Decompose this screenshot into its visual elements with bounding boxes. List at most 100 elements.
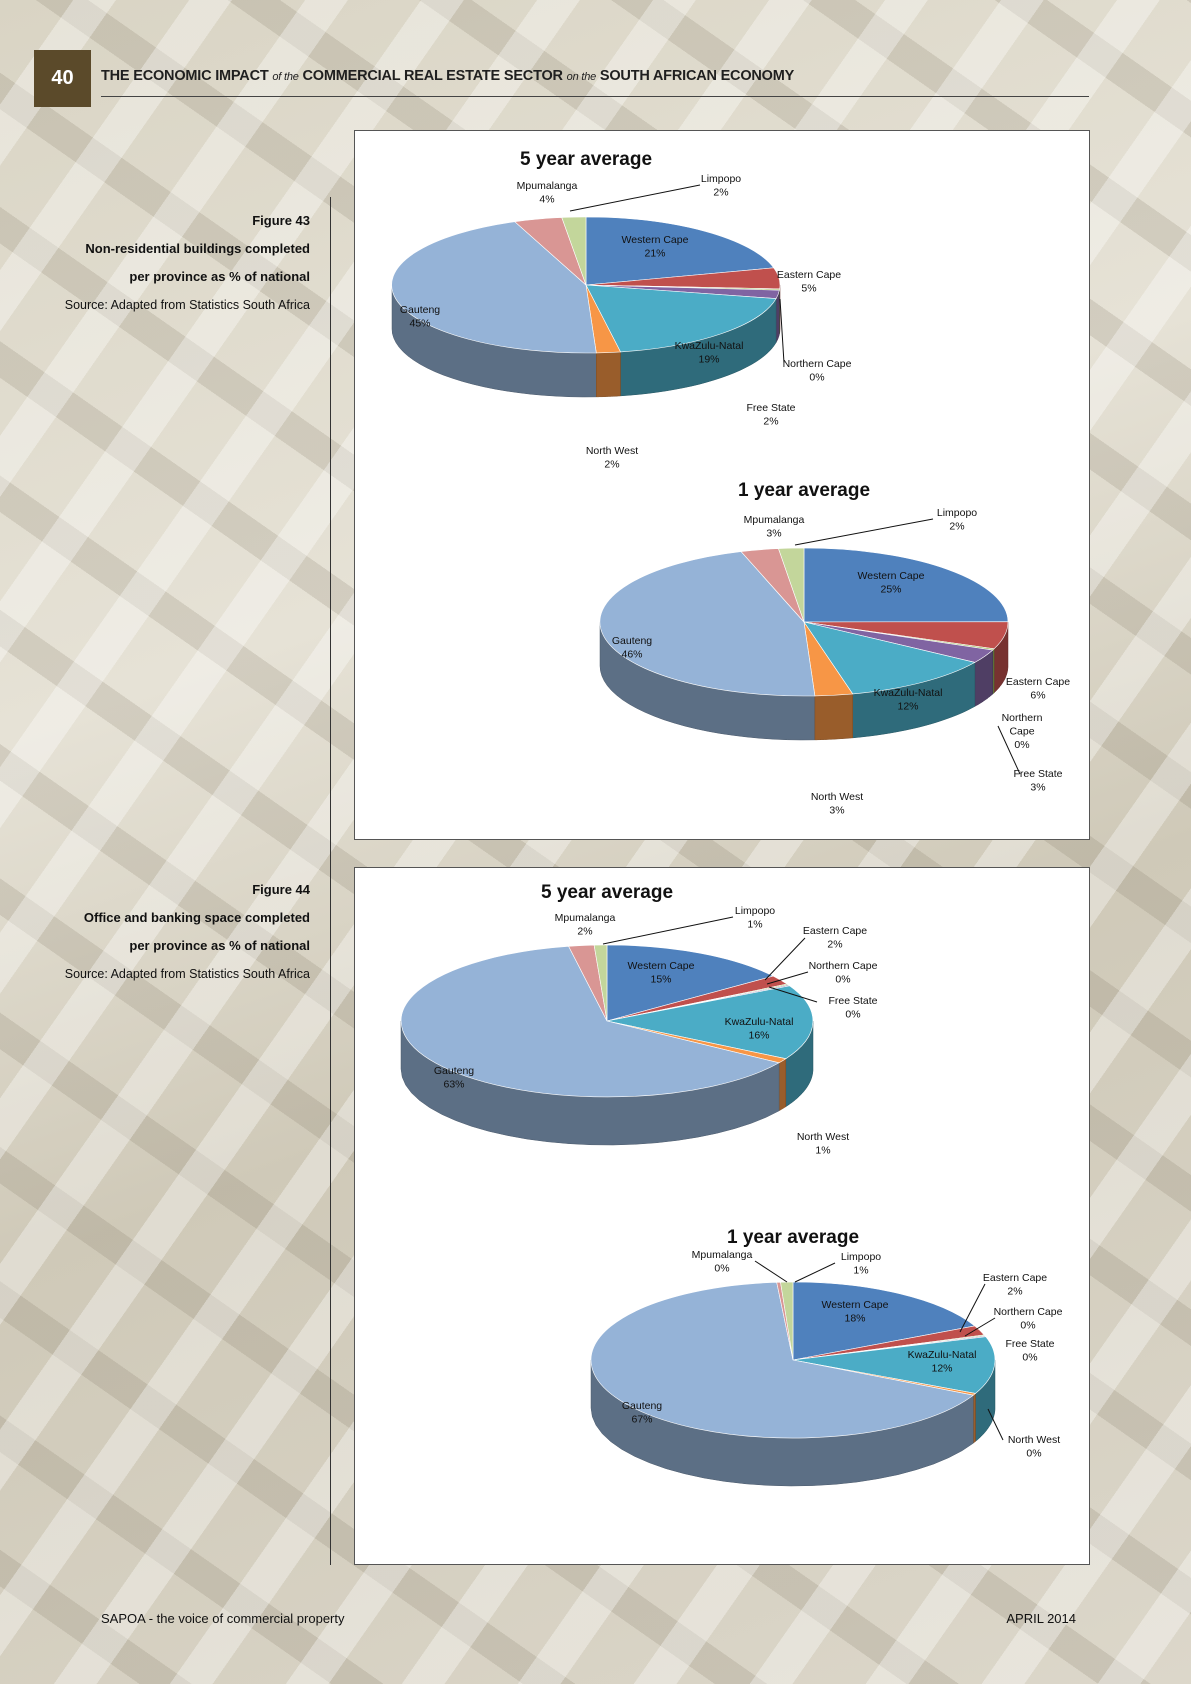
pie-slice-limpopo (561, 216, 587, 286)
pie-slice-gauteng (391, 221, 597, 354)
pie-side-north-west (778, 1058, 787, 1112)
leader-line-limpopo (602, 916, 734, 945)
pie-side-north-west (973, 1392, 976, 1444)
data-label-north-west: North West 2% (586, 445, 638, 471)
pie-slice-gauteng (400, 945, 780, 1098)
data-label-kwazulu-natal: KwaZulu-Natal 12% (908, 1349, 977, 1375)
pie-chart-4: 1 year average Western Cape 18% Eastern Cap… (590, 1227, 1063, 1487)
data-label-limpopo: Limpopo 2% (937, 507, 977, 533)
leader-line-limpopo (794, 1262, 836, 1283)
pie-slice-limpopo (593, 944, 608, 1022)
pie-slice-western-cape (792, 1281, 976, 1361)
leader-line-limpopo (794, 518, 934, 546)
data-label-western-cape: Western Cape 21% (622, 234, 689, 260)
data-label-eastern-cape: Eastern Cape 2% (983, 1272, 1047, 1298)
leader-line-free-state (997, 725, 1021, 775)
data-label-gauteng: Gauteng 45% (400, 304, 440, 330)
pie-slice-western-cape (585, 216, 775, 286)
leader-line-eastern-cape (764, 937, 806, 981)
data-label-northern-cape: Northern Cape 0% (809, 960, 878, 986)
chart-title: 5 year average (541, 882, 673, 903)
data-label-mpumalanga: Mpumalanga 0% (692, 1249, 753, 1275)
footer-publisher: SAPOA - the voice of commercial property (101, 1611, 345, 1626)
data-label-western-cape: Western Cape 18% (822, 1299, 889, 1325)
figure43-label: Figure 43 (252, 213, 310, 228)
leader-line-northern-cape (964, 1317, 996, 1337)
pie-side-north-west (814, 693, 853, 741)
chart-title: 5 year average (520, 149, 652, 170)
data-label-mpumalanga: Mpumalanga 4% (517, 180, 578, 206)
data-label-kwazulu-natal: KwaZulu-Natal 19% (675, 340, 744, 366)
data-label-north-west: North West 0% (1008, 1434, 1060, 1460)
data-label-free-state: Free State 3% (1013, 768, 1062, 794)
leader-line-northern-cape (779, 298, 785, 364)
leader-line-limpopo (569, 184, 701, 212)
figure43-pie-charts: 5 year average Western Cape 21% Eastern Cap… (391, 149, 1070, 817)
pie-slice-kwazulu-natal (792, 1336, 996, 1394)
figure44-chart-panel: 5 year average Western Cape 15% Eastern Cap… (354, 867, 1090, 1565)
data-label-free-state: Free State 0% (1005, 1338, 1054, 1364)
running-head-on-the: on the (566, 71, 597, 83)
data-label-mpumalanga: Mpumalanga 3% (744, 514, 805, 540)
figure43-source: Source: Adapted from Statistics South Af… (64, 298, 310, 312)
figure44-caption: Figure 44 Office and banking space compl… (60, 876, 310, 988)
pie-slice-kwazulu-natal (803, 621, 976, 695)
running-head: THE ECONOMIC IMPACT of the COMMERCIAL RE… (101, 68, 1091, 84)
leader-line-free-state (768, 986, 818, 1003)
pie-chart-2: 1 year average Western Cape 25% Eastern Cap… (599, 480, 1070, 817)
figure43-title-line1: Non-residential buildings completed (85, 241, 310, 256)
data-label-mpumalanga: Mpumalanga 2% (555, 912, 616, 938)
pie-slice-limpopo (778, 547, 805, 623)
running-head-part2: COMMERCIAL REAL ESTATE SECTOR (298, 68, 567, 84)
page-number: 40 (34, 50, 91, 107)
pie-side-north-west (596, 351, 621, 398)
running-head-of-the: of the (272, 71, 299, 83)
running-head-part1: THE ECONOMIC IMPACT (101, 68, 273, 84)
data-label-eastern-cape: Eastern Cape 6% (1006, 676, 1070, 702)
leader-line-eastern-cape (959, 1283, 986, 1333)
figure44-label: Figure 44 (252, 882, 310, 897)
data-label-free-state: Free State 0% (828, 995, 877, 1021)
figure44-title-line1: Office and banking space completed (83, 910, 310, 925)
data-label-limpopo: Limpopo 2% (701, 173, 741, 199)
data-label-limpopo: Limpopo 1% (841, 1251, 881, 1277)
pie-slice-kwazulu-natal (606, 985, 814, 1060)
data-label-western-cape: Western Cape 25% (858, 570, 925, 596)
data-label-kwazulu-natal: KwaZulu-Natal 12% (874, 687, 943, 713)
data-label-free-state: Free State 2% (746, 402, 795, 428)
header-rule (101, 96, 1089, 97)
data-label-northern-cape: Northern Cape 0% (1002, 712, 1043, 751)
data-label-gauteng: Gauteng 63% (434, 1065, 474, 1091)
pie-chart-1: 5 year average Western Cape 21% Eastern Cap… (391, 149, 852, 471)
data-label-kwazulu-natal: KwaZulu-Natal 16% (725, 1016, 794, 1042)
pie-slice-gauteng (590, 1281, 975, 1439)
data-label-north-west: North West 3% (811, 791, 863, 817)
data-label-western-cape: Western Cape 15% (628, 960, 695, 986)
pie-slice-gauteng (599, 551, 816, 697)
data-label-gauteng: Gauteng 67% (622, 1400, 662, 1426)
footer-date: APRIL 2014 (1006, 1611, 1076, 1626)
running-head-part3: SOUTH AFRICAN ECONOMY (596, 68, 795, 84)
data-label-gauteng: Gauteng 46% (612, 635, 652, 661)
figure43-caption: Figure 43 Non-residential buildings comp… (60, 207, 310, 319)
leader-line-mpumalanga (754, 1260, 788, 1283)
figure43-title-line2: per province as % of national (129, 269, 310, 284)
leader-line-northern-cape (766, 971, 809, 985)
chart-title: 1 year average (738, 480, 870, 501)
data-label-eastern-cape: Eastern Cape 5% (777, 269, 841, 295)
chart-title: 1 year average (727, 1227, 859, 1248)
leader-line-north-west (987, 1408, 1004, 1441)
figure44-pie-charts: 5 year average Western Cape 15% Eastern Cap… (400, 882, 1063, 1487)
pie-slice-kwazulu-natal (585, 284, 777, 353)
data-label-northern-cape: Northern Cape 0% (994, 1306, 1063, 1332)
figure44-title-line2: per province as % of national (129, 938, 310, 953)
caption-divider (330, 197, 331, 1565)
pie-slice-western-cape (606, 944, 775, 1022)
data-label-north-west: North West 1% (797, 1131, 849, 1157)
pie-slice-western-cape (803, 547, 1009, 623)
figure44-source: Source: Adapted from Statistics South Af… (64, 967, 310, 981)
data-label-northern-cape: Northern Cape 0% (783, 358, 852, 384)
data-label-limpopo: Limpopo 1% (735, 905, 775, 931)
figure43-chart-panel: 5 year average Western Cape 21% Eastern Cap… (354, 130, 1090, 840)
pie-chart-3: 5 year average Western Cape 15% Eastern Cap… (400, 882, 878, 1157)
